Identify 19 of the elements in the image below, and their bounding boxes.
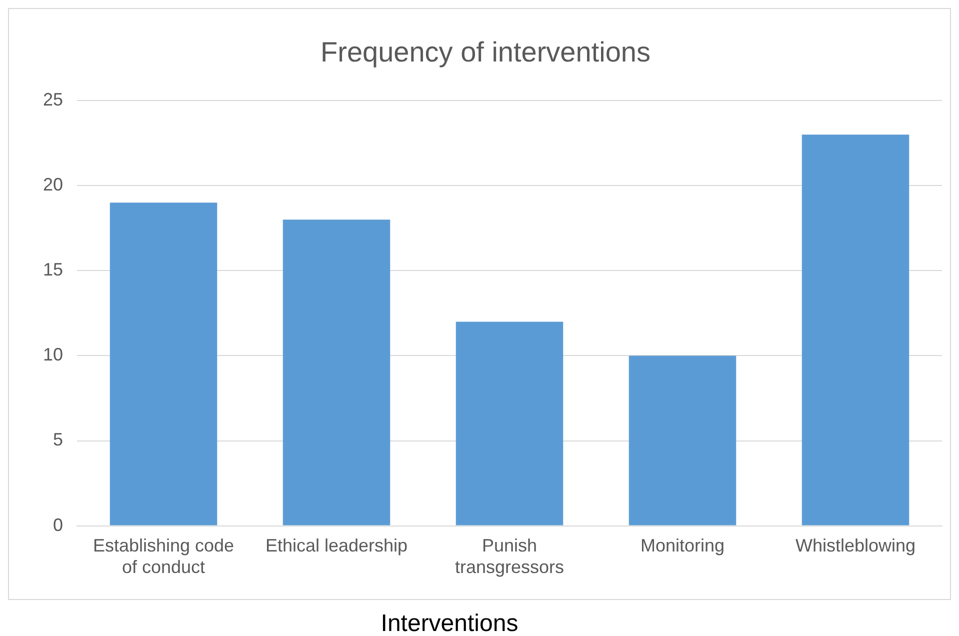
chart-frame: Frequency of interventions Establishing code of conduct Ethical leadership Punish transgressors Monitoring Whistleblowing 0 5 10 15 20 25	[8, 8, 951, 600]
bar	[628, 356, 736, 526]
y-tick-label: 15	[42, 260, 64, 280]
x-tick-label: Whistleblowing	[795, 536, 916, 556]
x-tick-label: Monitoring	[640, 536, 725, 556]
bar	[802, 134, 910, 526]
x-tick-label: Ethical leadership	[265, 536, 408, 556]
bar	[110, 202, 218, 526]
y-tick-label: 25	[42, 90, 64, 110]
x-tick-label: Establishing code of conduct	[92, 536, 234, 578]
y-tick-label: 20	[42, 174, 64, 195]
y-tick-label: 5	[53, 430, 64, 450]
chart-title: Frequency of interventions	[320, 36, 650, 68]
y-tick-label: 10	[42, 344, 64, 365]
y-tick-label: 0	[53, 514, 64, 535]
x-axis-title: Interventions	[380, 610, 520, 636]
x-tick-label: Punish transgressors	[454, 536, 564, 578]
bar	[282, 220, 390, 526]
bar	[456, 322, 564, 526]
